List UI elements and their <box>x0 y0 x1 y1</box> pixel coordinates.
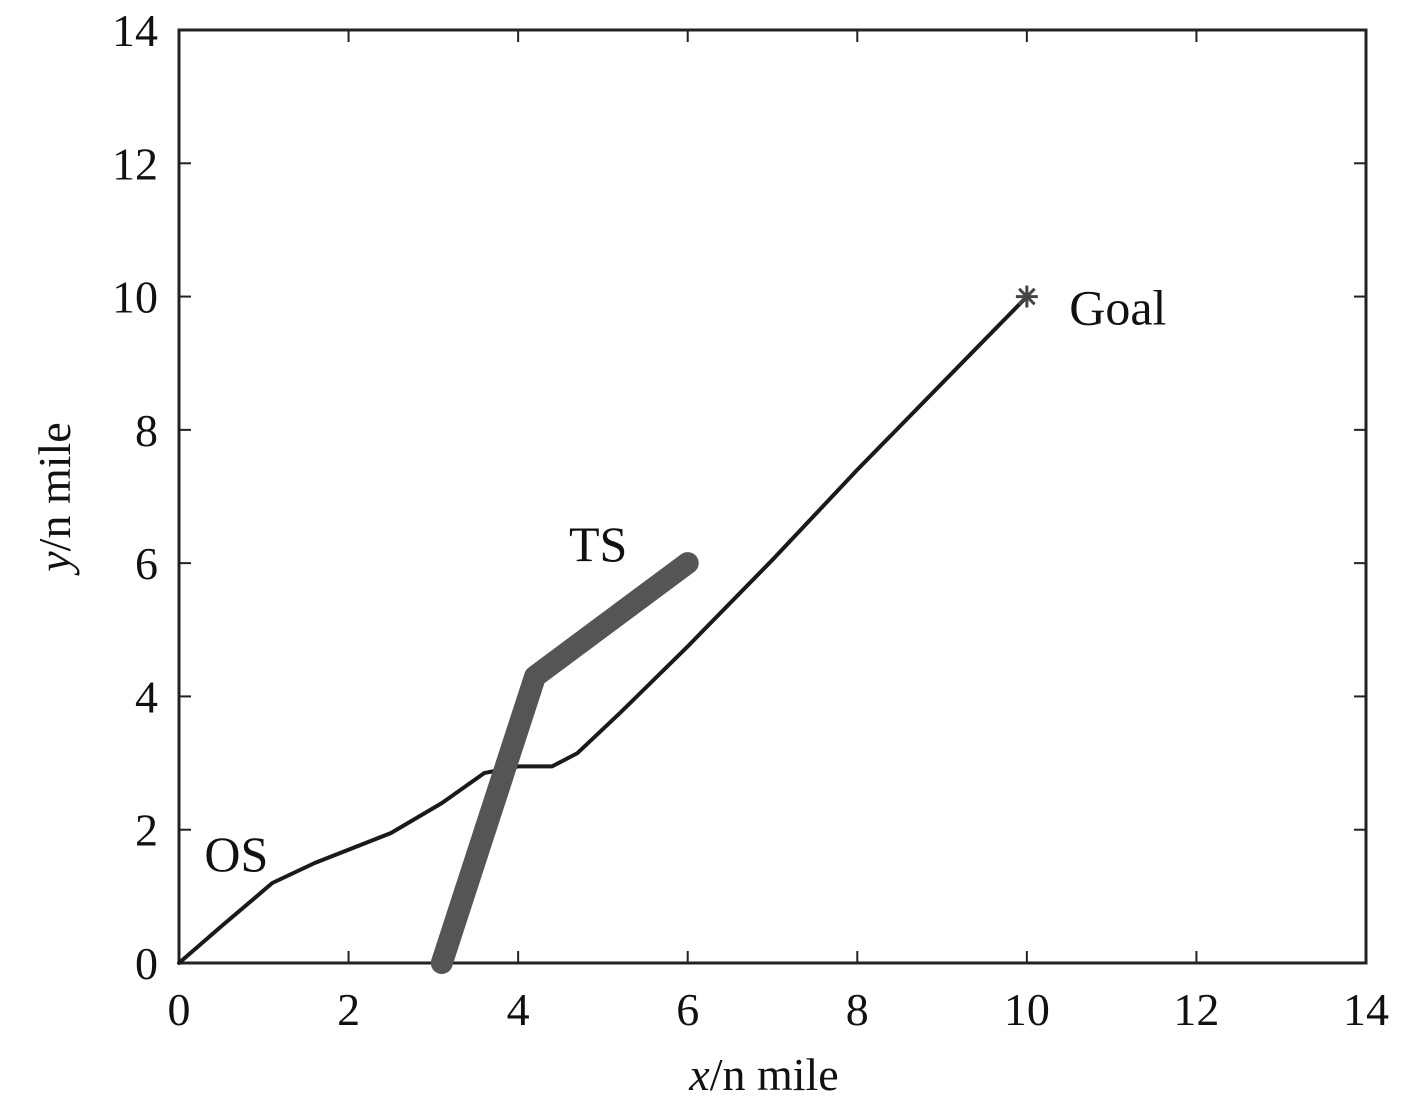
plot-frame <box>177 28 1368 965</box>
axis-tick-labels: 0 2 4 6 8 10 12 14 0 2 4 6 8 10 12 14 <box>112 5 1389 1035</box>
series-group <box>177 294 1029 974</box>
x-tick-label: 0 <box>168 984 191 1035</box>
y-axis-var: y <box>29 551 80 576</box>
x-axis-title: x/n mile <box>688 1049 838 1100</box>
goal-star-marker <box>1015 285 1038 308</box>
annotation-ts: TS <box>569 516 627 572</box>
x-tick-label: 12 <box>1173 984 1219 1035</box>
axis-ticks <box>178 29 1367 964</box>
x-tick-label: 8 <box>846 984 869 1035</box>
x-tick-label: 10 <box>1004 984 1050 1035</box>
y-tick-label: 10 <box>112 272 158 323</box>
marker-group <box>1015 285 1038 308</box>
x-axis-var: x <box>688 1049 710 1100</box>
x-axis-unit: /n mile <box>710 1049 839 1100</box>
x-tick-label: 4 <box>507 984 530 1035</box>
y-tick-label: 6 <box>135 538 158 589</box>
y-tick-label: 12 <box>112 138 158 189</box>
annotation-os: OS <box>204 826 268 882</box>
y-axis-title: y/n mile <box>29 422 80 575</box>
x-tick-label: 6 <box>676 984 699 1035</box>
series-line-ts <box>430 552 699 974</box>
annotation-group: OS TS Goal <box>204 280 1166 882</box>
y-tick-label: 2 <box>135 805 158 856</box>
y-tick-label: 14 <box>112 5 158 56</box>
x-tick-label: 14 <box>1343 984 1389 1035</box>
y-tick-label: 4 <box>135 671 158 722</box>
annotation-goal: Goal <box>1069 280 1166 336</box>
x-tick-label: 2 <box>337 984 360 1035</box>
series-line-os <box>177 294 1029 965</box>
y-tick-label: 8 <box>135 405 158 456</box>
y-tick-label: 0 <box>135 938 158 989</box>
y-axis-unit: /n mile <box>29 422 80 551</box>
star-stroke <box>1018 287 1036 306</box>
